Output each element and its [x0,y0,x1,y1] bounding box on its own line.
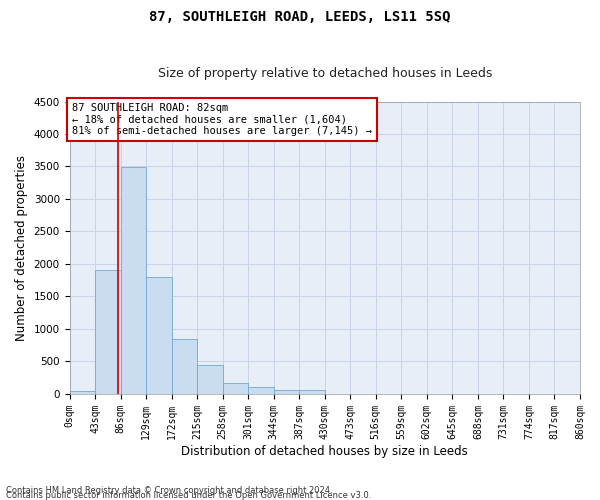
Bar [70,390,95,394]
Title: Size of property relative to detached houses in Leeds: Size of property relative to detached ho… [158,66,492,80]
Bar [223,382,248,394]
X-axis label: Distribution of detached houses by size in Leeds: Distribution of detached houses by size … [181,444,468,458]
Bar [248,388,274,394]
Bar [197,364,223,394]
Text: 87, SOUTHLEIGH ROAD, LEEDS, LS11 5SQ: 87, SOUTHLEIGH ROAD, LEEDS, LS11 5SQ [149,10,451,24]
Bar [172,338,197,394]
Bar [121,167,146,394]
Text: 87 SOUTHLEIGH ROAD: 82sqm
← 18% of detached houses are smaller (1,604)
81% of se: 87 SOUTHLEIGH ROAD: 82sqm ← 18% of detac… [72,103,372,136]
Bar [95,270,121,394]
Text: Contains HM Land Registry data © Crown copyright and database right 2024.: Contains HM Land Registry data © Crown c… [6,486,332,495]
Text: Contains public sector information licensed under the Open Government Licence v3: Contains public sector information licen… [6,490,371,500]
Bar [146,277,172,394]
Bar [299,390,325,394]
Y-axis label: Number of detached properties: Number of detached properties [15,154,28,340]
Bar [274,390,299,394]
